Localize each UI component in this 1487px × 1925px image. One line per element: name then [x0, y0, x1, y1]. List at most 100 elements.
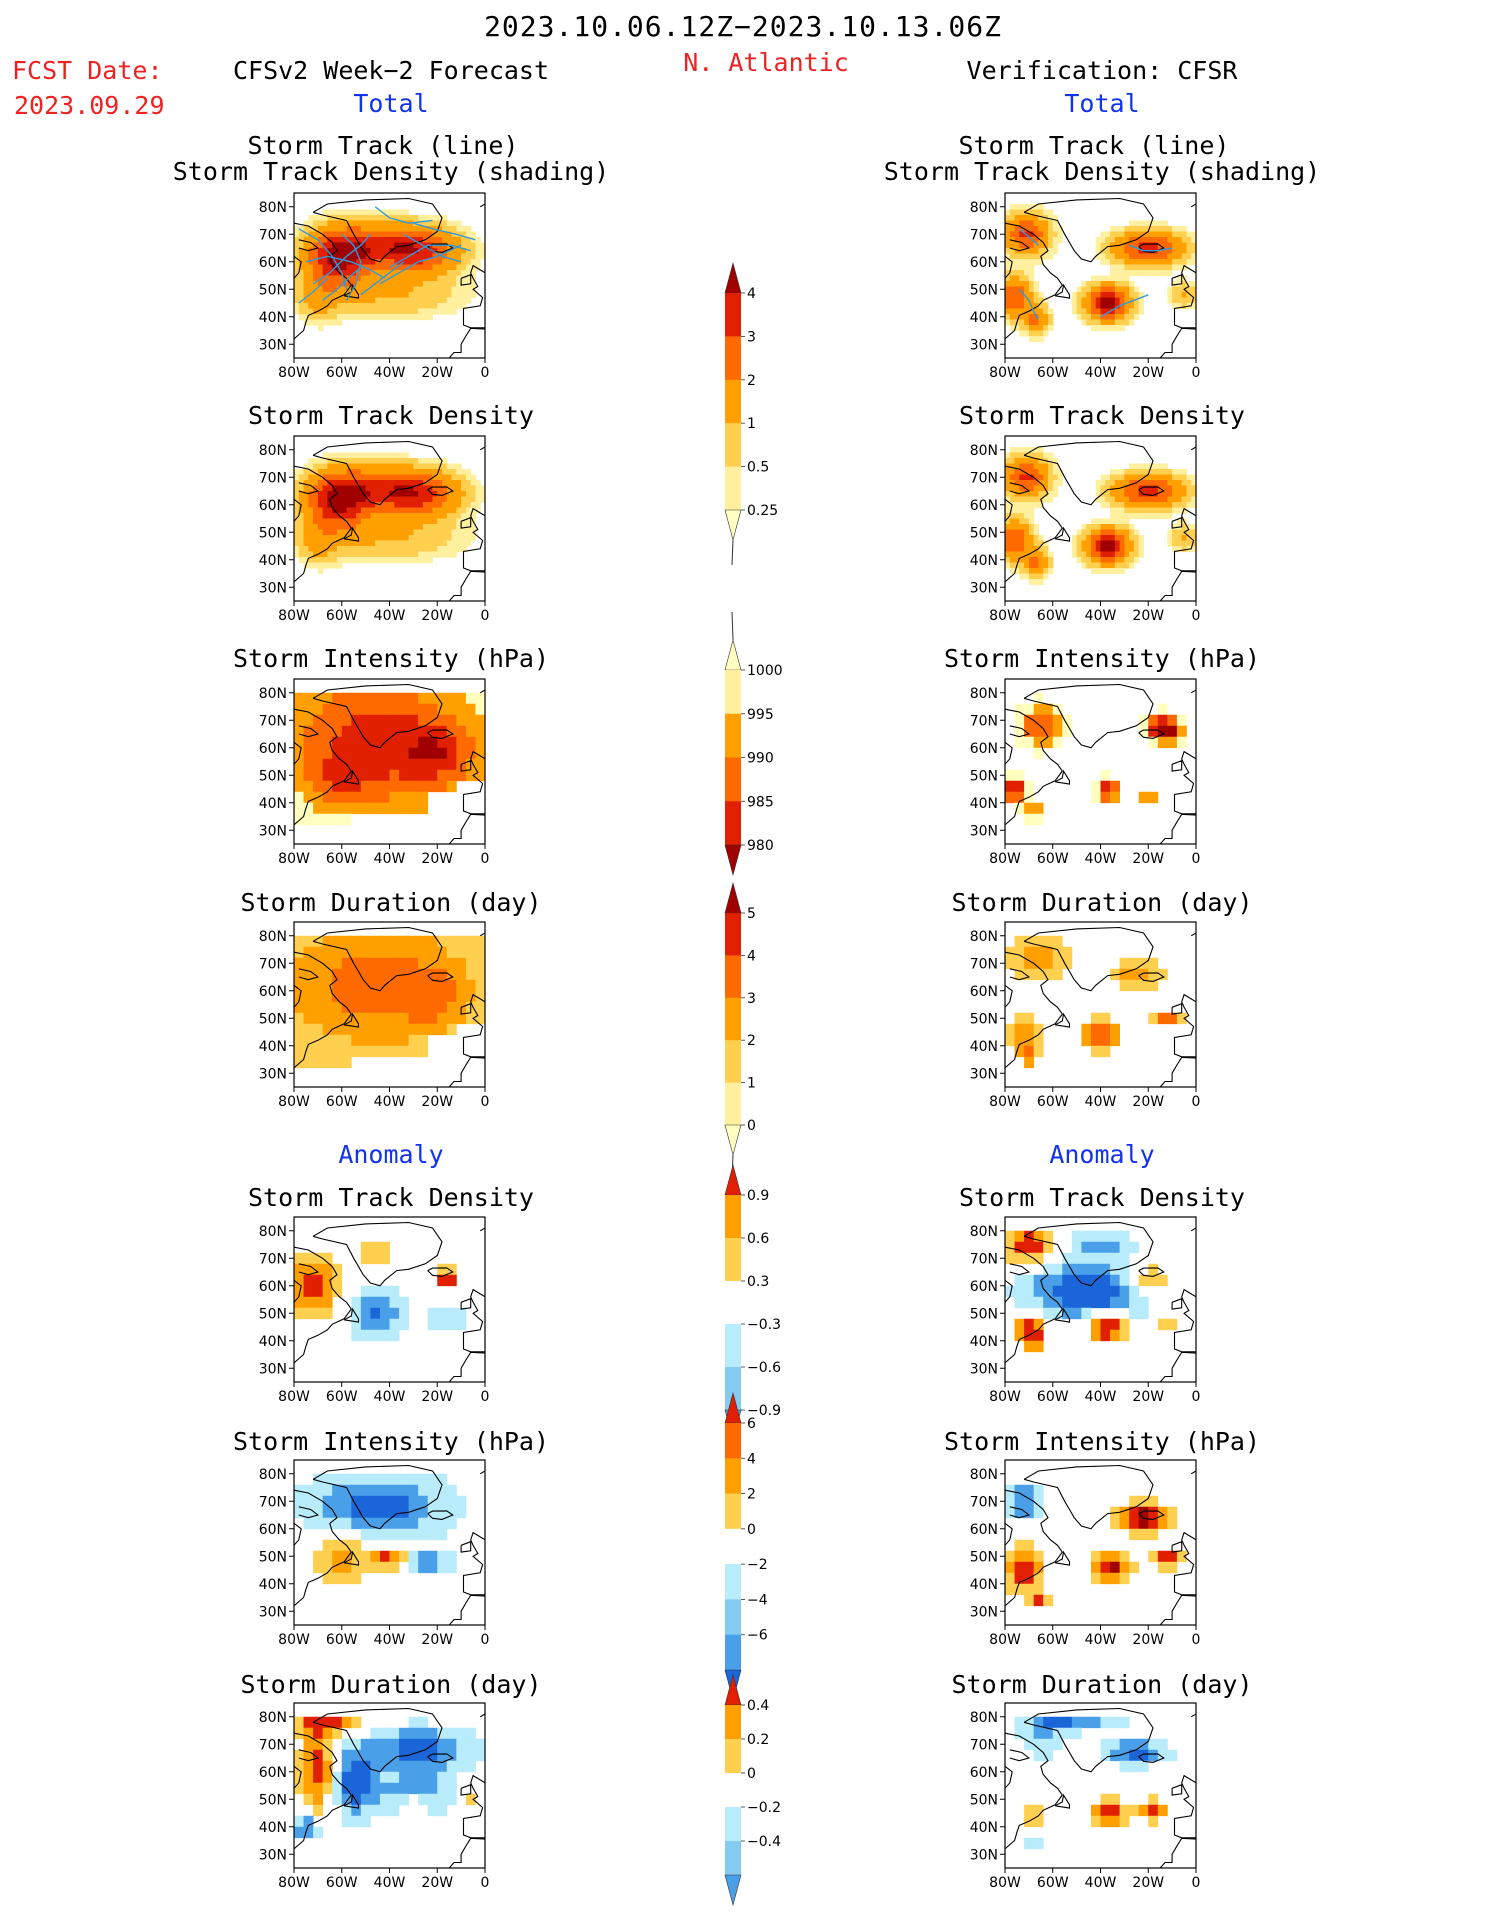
density-cell	[303, 275, 309, 282]
density-cell	[1181, 292, 1188, 299]
density-cell	[389, 458, 395, 465]
density-cell	[327, 535, 333, 542]
density-cell	[1133, 259, 1140, 266]
density-cell	[1129, 562, 1135, 569]
density-cell	[298, 253, 305, 260]
anomaly-cell	[446, 1782, 457, 1795]
lat-label: 40N	[970, 796, 998, 812]
density-cell	[399, 231, 405, 238]
lat-label: 30N	[970, 1066, 998, 1082]
density-cell	[427, 535, 434, 542]
density-cell	[408, 308, 414, 315]
anomaly-cell	[351, 1307, 362, 1320]
density-cell	[1014, 502, 1020, 509]
density-cell	[432, 496, 438, 503]
density-cell	[1081, 303, 1087, 310]
anomaly-cell	[427, 1793, 438, 1806]
density-cell	[1191, 485, 1196, 492]
lat-label: 80N	[970, 443, 998, 459]
density-cell	[327, 540, 333, 547]
anomaly-cell	[1081, 1285, 1092, 1298]
coastline	[1173, 507, 1196, 572]
density-cell	[1009, 557, 1016, 564]
colorbar-end-arrow	[724, 638, 742, 671]
lat-label: 70N	[970, 1737, 998, 1753]
grid-cell	[341, 692, 352, 705]
density-cell	[322, 297, 329, 304]
density-cell	[389, 303, 395, 310]
coastline	[298, 1506, 320, 1519]
density-cell	[1028, 491, 1035, 498]
grid-cell	[360, 1001, 371, 1014]
grid-cell	[332, 968, 343, 981]
coastline	[294, 1765, 302, 1789]
anomaly-cell	[437, 1484, 448, 1497]
density-cell	[413, 259, 419, 266]
grid-cell	[322, 946, 333, 959]
density-cell	[1076, 557, 1082, 564]
anomaly-cell	[360, 1528, 371, 1541]
density-cell	[1157, 226, 1164, 233]
grid-cell	[408, 736, 419, 749]
grid-cell	[313, 968, 324, 981]
anomaly-cell	[360, 1495, 371, 1508]
density-cell	[370, 259, 376, 266]
density-cell	[1133, 529, 1140, 536]
density-cell	[1138, 264, 1145, 271]
density-cell	[1100, 325, 1106, 332]
grid-cell	[341, 1023, 352, 1036]
density-cell	[389, 286, 395, 293]
coastline	[1005, 255, 1013, 279]
grid-cell	[475, 935, 485, 948]
anomaly-cell	[351, 1329, 362, 1342]
density-cell	[332, 535, 338, 542]
anomaly-cell	[437, 1804, 448, 1817]
grid-cell	[351, 769, 362, 782]
density-cell	[1110, 248, 1116, 255]
density-cell	[379, 452, 386, 459]
density-cell	[403, 502, 410, 509]
anomaly-cell	[294, 1716, 304, 1729]
anomaly-cell	[427, 1550, 438, 1563]
density-cell	[384, 474, 391, 481]
density-cell	[351, 518, 357, 525]
density-cell	[399, 518, 405, 525]
density-cell	[384, 303, 391, 310]
density-cell	[480, 491, 485, 498]
lon-label: 80W	[989, 851, 1021, 867]
colorbar-segment	[725, 466, 741, 511]
lat-label: 60N	[970, 984, 998, 1000]
grid-cell	[303, 791, 314, 804]
density-cell	[461, 231, 467, 238]
density-cell	[351, 286, 357, 293]
density-cell	[351, 491, 357, 498]
grid-cell	[294, 791, 304, 804]
anomaly-cell	[351, 1793, 362, 1806]
density-cell	[1090, 292, 1097, 299]
density-cell	[1119, 518, 1125, 525]
anomaly-cell	[1024, 1252, 1035, 1265]
density-cell	[360, 215, 367, 222]
density-cell	[313, 562, 319, 569]
grid-cell	[313, 769, 324, 782]
density-cell	[461, 469, 467, 476]
density-cell	[356, 209, 362, 216]
density-cell	[1009, 474, 1016, 481]
anomaly-cell	[1129, 1804, 1140, 1817]
density-cell	[418, 281, 424, 288]
anomaly-cell	[1090, 1285, 1101, 1298]
density-cell	[1038, 209, 1044, 216]
density-cell	[1124, 562, 1130, 569]
grid-cell	[437, 946, 448, 959]
density-cell	[1119, 297, 1125, 304]
anomaly-cell	[1119, 1296, 1130, 1309]
density-cell	[1129, 485, 1135, 492]
density-cell	[442, 469, 448, 476]
map-forecast-intensity: 80N 70N 60N 50N 40N 30N 80W 60W 40W 20W 0	[259, 678, 489, 867]
density-cell	[1071, 551, 1078, 558]
density-cell	[1114, 281, 1121, 288]
density-cell	[317, 568, 324, 575]
grid-cell	[341, 769, 352, 782]
colorbar-segment	[725, 1367, 741, 1411]
density-cell	[1138, 231, 1145, 238]
